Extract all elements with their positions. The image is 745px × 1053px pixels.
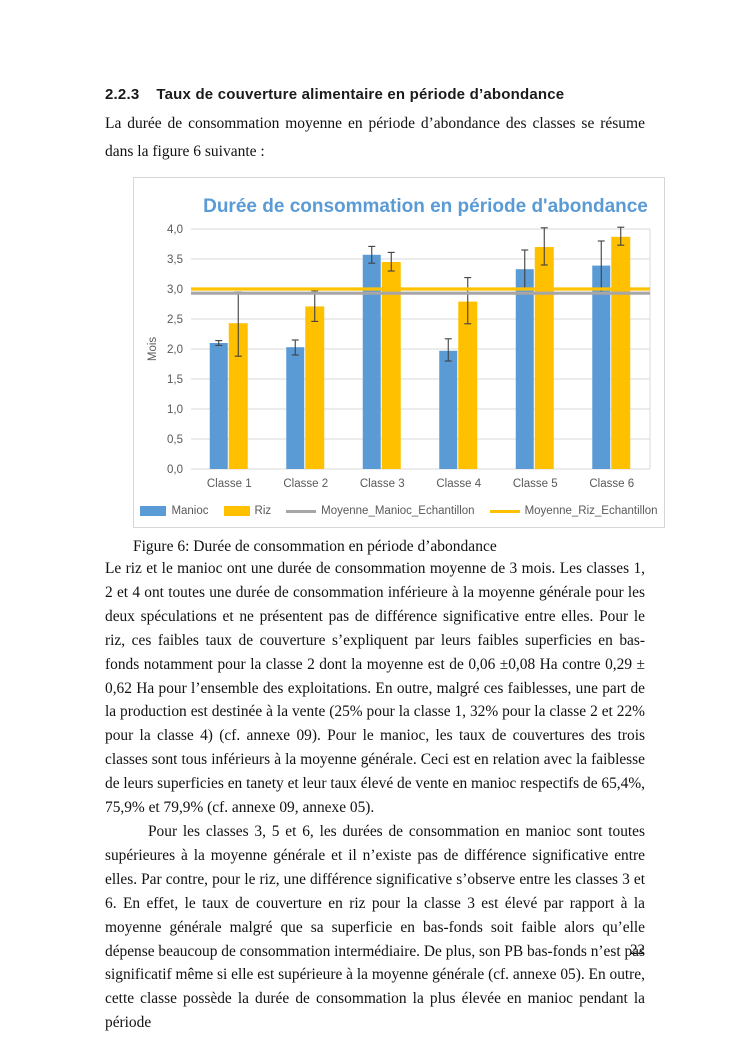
bar-manioc-2: [286, 347, 305, 469]
bar-riz-4: [458, 301, 478, 469]
legend-label: Moyenne_Manioc_Echantillon: [321, 505, 475, 517]
body-paragraph-1: Le riz et le manioc ont une durée de con…: [105, 560, 645, 817]
error-bar-manioc-1: [215, 340, 223, 346]
x-category-label: Classe 3: [360, 478, 405, 490]
body-paragraph-2: Pour les classes 3, 5 et 6, les durées d…: [105, 822, 645, 1032]
y-tick-label: 2,5: [167, 314, 183, 326]
section-heading: 2.2.3 Taux de couverture alimentaire en …: [105, 86, 645, 103]
bar-riz-5: [534, 247, 554, 469]
legend-label: Manioc: [171, 505, 209, 517]
error-bar-manioc-2: [291, 339, 299, 356]
y-tick-label: 0,0: [167, 464, 183, 476]
legend-item-moyenne_manioc_echantillon: Moyenne_Manioc_Echantillon: [286, 505, 475, 517]
chart-title: Durée de consommation en période d'abond…: [203, 196, 648, 217]
legend-swatch-moyenne_riz_echantillon: [489, 509, 520, 513]
error-bar-riz-3: [387, 251, 395, 272]
intro-paragraph: La durée de consommation moyenne en péri…: [105, 115, 645, 160]
chart-plot-area: Durée de consommation en période d'abond…: [134, 178, 664, 498]
y-tick-label: 4,0: [167, 224, 183, 236]
bar-manioc-5: [515, 269, 534, 469]
y-tick-label: 1,5: [167, 374, 183, 386]
y-axis-title: Mois: [147, 337, 159, 362]
x-category-label: Classe 1: [207, 478, 252, 490]
x-category-label: Classe 6: [589, 478, 634, 490]
y-tick-label: 3,5: [167, 254, 183, 266]
error-bar-riz-4: [464, 277, 472, 325]
body-text: Le riz et le manioc ont une durée de con…: [105, 557, 645, 1035]
legend-swatch-riz: [223, 506, 250, 516]
legend-label: Riz: [254, 505, 272, 517]
bar-riz-2: [305, 306, 325, 469]
error-bar-manioc-4: [444, 338, 452, 362]
legend-swatch-manioc: [140, 506, 167, 516]
y-tick-label: 3,0: [167, 284, 183, 296]
bar-riz-3: [381, 262, 401, 469]
bar-manioc-4: [439, 350, 458, 469]
error-bar-manioc-3: [368, 245, 376, 264]
legend-label: Moyenne_Riz_Echantillon: [524, 505, 658, 517]
bar-riz-6: [611, 236, 631, 469]
bar-manioc-6: [592, 265, 611, 469]
legend-item-moyenne_riz_echantillon: Moyenne_Riz_Echantillon: [489, 505, 658, 517]
bar-manioc-1: [209, 343, 228, 469]
chart-canvas: Durée de consommation en période d'abond…: [147, 196, 651, 490]
y-tick-label: 1,0: [167, 404, 183, 416]
bar-manioc-3: [362, 254, 381, 469]
legend-item-manioc: Manioc: [140, 505, 209, 517]
error-bar-riz-5: [540, 227, 548, 266]
legend-swatch-moyenne_manioc_echantillon: [286, 509, 317, 513]
legend-item-riz: Riz: [223, 505, 272, 517]
bar-riz-1: [228, 323, 248, 469]
x-category-label: Classe 2: [283, 478, 328, 490]
y-tick-label: 2,0: [167, 344, 183, 356]
figure-6-chart: Durée de consommation en période d'abond…: [133, 177, 665, 528]
figure-caption: Figure 6: Durée de consommation en pério…: [133, 538, 497, 555]
section-number: 2.2.3: [105, 86, 140, 103]
page-number: 22: [630, 942, 645, 958]
x-category-label: Classe 5: [513, 478, 558, 490]
y-tick-label: 0,5: [167, 434, 183, 446]
error-bar-riz-6: [617, 226, 625, 246]
chart-legend: Manioc Riz Moyenne_Manioc_Echantillon Moyen…: [134, 502, 664, 520]
section-title: Taux de couverture alimentaire en périod…: [156, 86, 565, 103]
x-category-label: Classe 4: [436, 478, 481, 490]
error-bar-riz-2: [311, 290, 319, 322]
